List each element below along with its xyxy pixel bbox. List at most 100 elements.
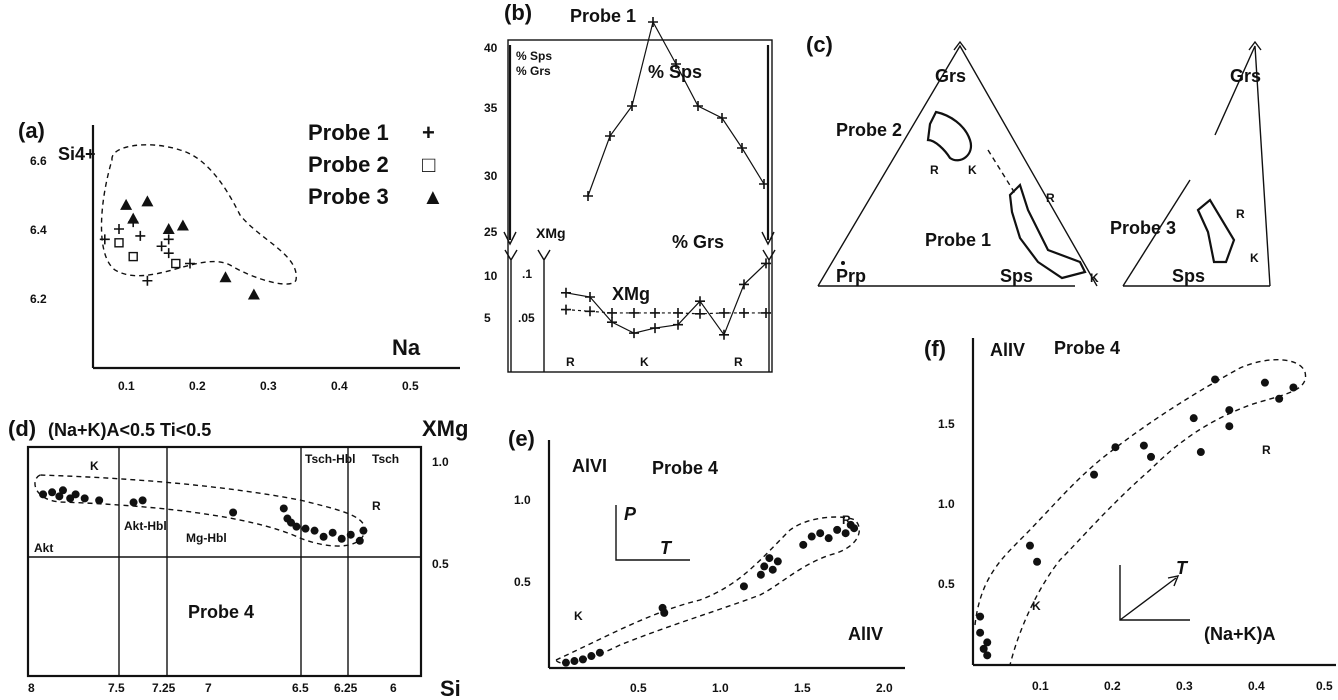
panel-b-point-xmg-4 <box>650 307 660 318</box>
panel-b-letter: (b) <box>504 0 532 25</box>
panel-b-line-sps <box>587 20 765 197</box>
label-r-probe3: R <box>1236 207 1245 221</box>
panel-a-point-1-0 <box>99 234 110 245</box>
field-mg-hbl: Mg-Hbl <box>186 531 227 545</box>
label-probe-1: Probe 1 <box>925 230 991 250</box>
panel-d-points <box>39 486 368 545</box>
panel-d-frame <box>26 445 423 678</box>
panel-e-envelope <box>555 516 860 664</box>
panel-d-point-8 <box>129 498 138 507</box>
triangle-right-right-side <box>1214 45 1271 287</box>
panel-e-endmember-r: R <box>842 513 851 527</box>
panel-f-point-8 <box>1111 443 1120 452</box>
panel-b-point-grs-6 <box>695 296 705 307</box>
panel-f-points <box>976 375 1298 660</box>
panel-d-point-17 <box>319 532 328 541</box>
legend-probe-1: Probe 1 <box>308 120 389 145</box>
panel-a-xtick-0.3: 0.3 <box>260 379 277 393</box>
panel-d-point-9 <box>138 496 147 505</box>
panel-f-ylabel: AlIV <box>990 340 1025 360</box>
panel-b-ytick-40: 40 <box>484 41 498 55</box>
panel-e-point-6 <box>660 608 669 617</box>
field-akt: Akt <box>34 541 53 555</box>
panel-d-probe-label: Probe 4 <box>188 602 254 622</box>
panel-d-ylabel: XMg <box>422 416 468 441</box>
label-r-probe2: R <box>930 163 939 177</box>
probe-1-to-2-link <box>987 149 1017 196</box>
panel-a-xtick-0.5: 0.5 <box>402 379 419 393</box>
panel-d-ytick-1.0: 1.0 <box>432 455 449 469</box>
panel-d-point-20 <box>346 530 355 539</box>
legend-probe-3-symbol: ▲ <box>422 184 444 209</box>
panel-b-ytick-0.05: .05 <box>518 311 535 325</box>
panel-f-point-1 <box>976 628 985 637</box>
panel-b-point-xmg-9 <box>761 307 771 318</box>
panel-e-point-18 <box>841 529 850 538</box>
panel-f-ytick-1.5: 1.5 <box>938 417 955 431</box>
panel-d-xtick-6.5: 6.5 <box>292 681 309 695</box>
panel-b-series <box>561 17 771 340</box>
panel-a-letter: (a) <box>18 118 45 143</box>
panel-e-xtick-0.5: 0.5 <box>630 681 647 695</box>
panel-e-point-9 <box>760 562 769 571</box>
panel-a-point-1-7 <box>163 248 174 259</box>
panel-a-xtick-0.4: 0.4 <box>331 379 348 393</box>
panel-e-pt-arrows <box>615 505 690 561</box>
panel-b-ylabel-grs: % Grs <box>516 64 551 78</box>
panel-b-title: Probe 1 <box>570 6 636 26</box>
panel-d-point-6 <box>80 494 89 503</box>
panel-e-xtick-1.5: 1.5 <box>794 681 811 695</box>
panel-f-point-0 <box>976 612 985 621</box>
panel-f-xtick-0.4: 0.4 <box>1248 679 1265 693</box>
panel-b-point-sps-6 <box>717 113 727 123</box>
field-tsch: Tsch <box>372 452 399 466</box>
panel-f-letter: (f) <box>924 336 946 361</box>
panel-b-point-xmg-5 <box>673 307 683 318</box>
panel-d-point-21 <box>355 536 364 545</box>
panel-e-arrow-p: P <box>624 504 637 524</box>
probe-3-path <box>1196 198 1236 264</box>
panel-e-point-10 <box>765 554 774 563</box>
label-grs-right: Grs <box>1230 66 1261 86</box>
panel-e-point-8 <box>756 570 765 579</box>
panel-a-point-1-8 <box>185 258 195 269</box>
panel-a-xtick-0.1: 0.1 <box>118 379 135 393</box>
panel-e-letter: (e) <box>508 426 535 451</box>
panel-b-series-xmg: XMg <box>612 284 650 304</box>
panel-f-envelope <box>974 359 1307 666</box>
legend-probe-2-symbol: □ <box>422 152 435 177</box>
panel-d-point-22 <box>359 526 368 535</box>
panel-a-ytick-6.4: 6.4 <box>30 223 47 237</box>
panel-b-xlabel-k: K <box>640 355 649 369</box>
panel-f-point-14 <box>1225 422 1234 431</box>
panel-e-point-3 <box>587 652 596 661</box>
panel-f-point-13 <box>1211 375 1220 384</box>
panel-a-point-1-5 <box>156 241 167 252</box>
apex-right <box>1248 40 1262 51</box>
panel-d-point-3 <box>58 486 67 495</box>
panel-d-endmember-k: K <box>90 459 99 473</box>
panel-b-yticks-top: 40 35 30 25 10 5 .1 .05 <box>484 41 535 325</box>
panel-e-ylabel: AlVI <box>572 456 607 476</box>
label-sps-right: Sps <box>1172 266 1205 286</box>
panel-d-xtick-7.25: 7.25 <box>152 681 176 695</box>
panel-b-line-xmg <box>565 309 766 315</box>
panel-a-legend: Probe 1 + Probe 2 □ Probe 3 ▲ <box>308 120 444 209</box>
panel-e-xtick-2.0: 2.0 <box>876 681 893 695</box>
panel-b-point-sps-4 <box>671 59 681 69</box>
panel-b-ytick-25: 25 <box>484 225 498 239</box>
panel-b-left-arrowhead <box>503 231 517 246</box>
panel-f-point-18 <box>1289 383 1298 392</box>
panel-b-ytick-5: 5 <box>484 311 491 325</box>
panel-a-xticks: 0.1 0.2 0.3 0.4 0.5 <box>118 379 419 393</box>
panel-d-point-5 <box>71 490 80 499</box>
panel-d-point-16 <box>310 526 319 535</box>
panel-f-xtick-0.1: 0.1 <box>1032 679 1049 693</box>
panel-d-point-1 <box>48 488 57 497</box>
panel-a-ytick-6.2: 6.2 <box>30 292 47 306</box>
panel-b-point-grs-0 <box>561 287 571 298</box>
panel-e: (e) AlVI Probe 4 AlIV 1.0 0.5 0.5 1.0 1.… <box>508 426 905 695</box>
panel-f-xtick-0.2: 0.2 <box>1104 679 1121 693</box>
panel-b-point-sps-5 <box>693 101 703 111</box>
